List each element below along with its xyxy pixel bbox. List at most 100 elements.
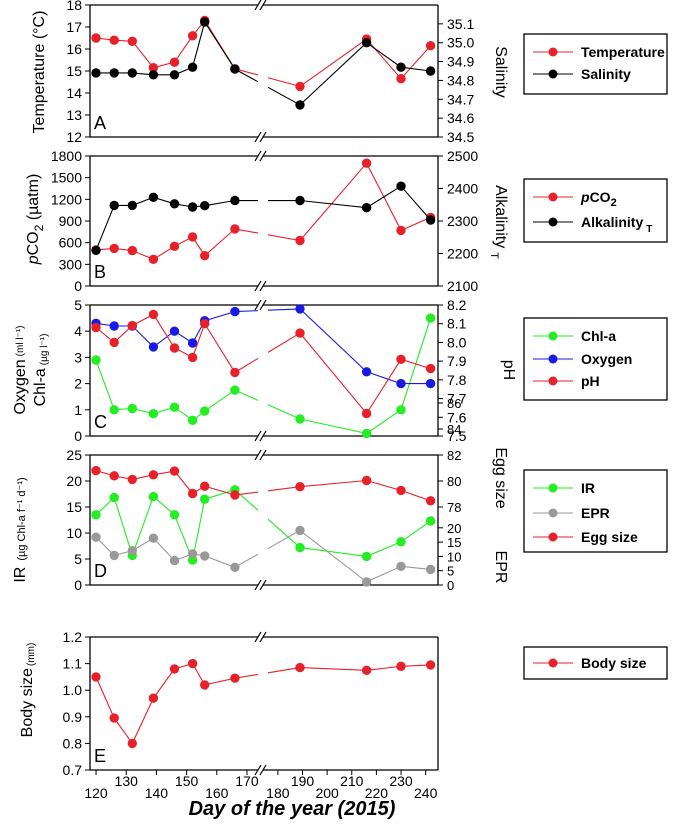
legend-a: Temperature Salinity — [523, 33, 668, 95]
legend-b: pCO2 Alkalinity T — [523, 178, 668, 243]
point-alkalinity-t-189 — [295, 195, 305, 206]
axis-break-top-D-1 — [259, 449, 267, 461]
ytick-label-left-C-4: 4 — [74, 323, 82, 339]
axis-break-top-B-1 — [259, 150, 267, 162]
ytick-label-left-D-5: 25 — [66, 447, 82, 463]
legend-ph-marker — [548, 376, 558, 386]
point-pco2-189 — [295, 235, 305, 246]
ytick-label-right-top-D-0: 78 — [447, 500, 461, 515]
point-alkalinity-t-132 — [127, 200, 137, 211]
axis-break-top-A-1 — [259, 0, 267, 11]
point-body-size-189 — [295, 662, 305, 673]
ylabel-bodysize-text: Body size — [19, 668, 36, 737]
ylabel-epr: EPR — [492, 551, 509, 584]
point-egg-size-152 — [187, 488, 198, 499]
point-egg-size-126 — [109, 471, 119, 481]
ylabel-pco2-p: p — [25, 255, 42, 265]
legend-alkalinity-label: Alkalinity T — [581, 214, 652, 235]
point-chl-a-230 — [396, 405, 406, 415]
series-line-ir-seg2 — [299, 520, 431, 557]
ytick-label-right-A-1: 34.6 — [447, 110, 474, 126]
ylabel-eggsize: Egg size — [492, 447, 509, 508]
point-ph-242 — [425, 363, 436, 374]
legend-oxygen-label: Oxygen — [581, 351, 632, 367]
legend-a-box — [523, 33, 668, 95]
ytick-label-right-C-5: 8.0 — [447, 334, 467, 350]
axis-break-B-0 — [254, 280, 262, 292]
legend-ir-marker — [548, 483, 558, 493]
series-line-egg-size-seg2 — [299, 479, 431, 502]
point-egg-size-189 — [295, 482, 305, 492]
point-alkalinity-t-242 — [425, 215, 436, 225]
point-salinity-146 — [169, 70, 180, 80]
legend-c: Chl-a Oxygen pH — [523, 317, 668, 401]
point-body-size-120 — [91, 672, 101, 682]
series-line-epr-seg2 — [299, 529, 431, 583]
xtick-label-200: 200 — [315, 785, 339, 801]
ytick-label-right-B-1: 2200 — [447, 246, 478, 262]
xtick-label-130: 130 — [115, 773, 139, 789]
ytick-label-left-E-2: 0.9 — [63, 709, 83, 725]
legend-d: IR EPR Egg size — [523, 469, 668, 553]
axis-break-E-0 — [254, 764, 262, 776]
ytick-label-left-D-0: 0 — [74, 577, 82, 593]
axis-break-A-1 — [259, 131, 267, 143]
ylabel-alkalinity-sub: T — [488, 252, 500, 259]
axis-break-C-0 — [254, 430, 262, 442]
point-body-size-126 — [109, 713, 119, 723]
point-epr-216 — [361, 577, 372, 587]
point-salinity-189 — [295, 100, 305, 110]
ytick-label-right-A-4: 34.9 — [447, 54, 474, 70]
point-body-size-216 — [361, 665, 372, 675]
axis-break-A-0 — [254, 131, 262, 143]
series-connector-chl-a-right — [267, 404, 301, 420]
ytick-label-right-bottom-D-3: 15 — [447, 535, 461, 550]
ytick-label-right-bottom-D-0: 0 — [447, 578, 454, 593]
ylabel-salinity: Salinity — [492, 46, 509, 98]
point-ir-189 — [295, 542, 305, 553]
legend-epr-label: EPR — [581, 505, 610, 521]
ylabel-pco2: pCO2 (µatm) — [25, 174, 46, 266]
series-line-body-size-seg1 — [95, 662, 236, 745]
legend-bodysize-marker — [548, 658, 558, 668]
series-connector-temperature-right — [267, 77, 301, 87]
series-line-alkalinity-t-seg2 — [299, 185, 432, 221]
point-pco2-139 — [148, 254, 159, 264]
point-egg-size-120 — [91, 465, 101, 476]
point-temperature-146 — [169, 57, 180, 67]
point-ir-230 — [396, 537, 406, 547]
axis-break-top-E-0 — [254, 631, 262, 643]
point-ph-139 — [148, 309, 159, 320]
point-pco2-156 — [200, 251, 210, 261]
ytick-label-left-E-1: 0.8 — [63, 735, 83, 751]
ytick-label-right-bottom-D-2: 10 — [447, 549, 461, 564]
point-egg-size-166 — [230, 490, 240, 500]
point-ph-120 — [91, 322, 101, 333]
panel-label-E: E — [94, 746, 106, 766]
legend-temperature-label: Temperature — [581, 44, 665, 60]
ytick-label-left-B-1: 300 — [59, 256, 83, 272]
point-epr-139 — [148, 533, 159, 543]
ytick-label-left-A-3: 15 — [66, 63, 82, 79]
axis-break-top-A-0 — [254, 0, 262, 11]
legend-bodysize-label: Body size — [581, 655, 647, 671]
point-alkalinity-t-146 — [169, 199, 180, 209]
series-connector-ir-right — [267, 518, 301, 548]
point-chl-a-166 — [230, 385, 240, 395]
point-chl-a-146 — [169, 402, 180, 412]
panel-label-D: D — [94, 561, 107, 581]
point-body-size-139 — [148, 693, 159, 703]
point-ir-126 — [109, 492, 119, 503]
ytick-label-right-C-4: 7.9 — [447, 353, 467, 369]
legend-alkalinity-sub: T — [646, 224, 652, 235]
series-line-temperature-seg2 — [299, 38, 432, 87]
point-ph-189 — [295, 328, 305, 338]
point-egg-size-230 — [396, 485, 406, 496]
point-body-size-166 — [230, 673, 240, 683]
point-ir-146 — [169, 510, 180, 520]
series-connector-epr-right — [267, 529, 301, 550]
legend-eggsize-label: Egg size — [581, 529, 638, 545]
legend-salinity-marker — [548, 69, 558, 79]
axis-break-C-1 — [259, 430, 267, 442]
legend-e: Body size — [523, 646, 668, 680]
